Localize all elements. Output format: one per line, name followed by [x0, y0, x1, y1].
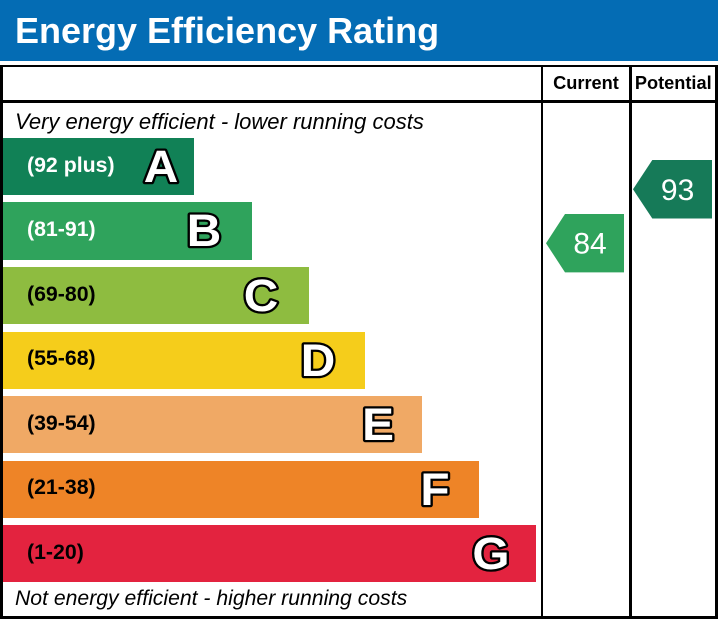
svg-text:A: A: [144, 141, 178, 192]
svg-text:93: 93: [661, 173, 694, 206]
svg-text:C: C: [244, 270, 278, 321]
svg-text:D: D: [301, 334, 335, 385]
svg-text:G: G: [472, 528, 509, 579]
svg-text:F: F: [420, 463, 449, 514]
svg-text:84: 84: [573, 227, 606, 260]
svg-text:E: E: [362, 399, 394, 450]
svg-text:B: B: [187, 205, 221, 256]
